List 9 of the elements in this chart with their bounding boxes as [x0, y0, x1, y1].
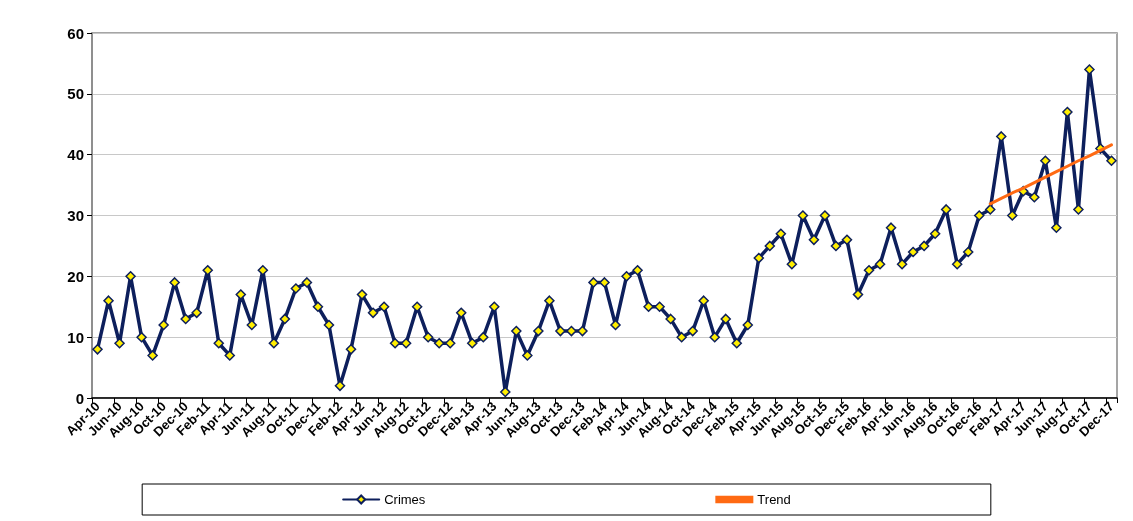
- legend-label: Crimes: [384, 492, 426, 507]
- y-tick-label: 30: [67, 207, 84, 224]
- y-tick-label: 0: [75, 389, 84, 407]
- y-tick-label: 50: [67, 85, 84, 103]
- y-tick-label: 10: [67, 328, 84, 346]
- y-tick-label: 20: [67, 267, 84, 285]
- y-tick-label: 60: [67, 24, 84, 42]
- legend-label: Trend: [757, 492, 791, 507]
- y-tick-label: 40: [67, 146, 84, 164]
